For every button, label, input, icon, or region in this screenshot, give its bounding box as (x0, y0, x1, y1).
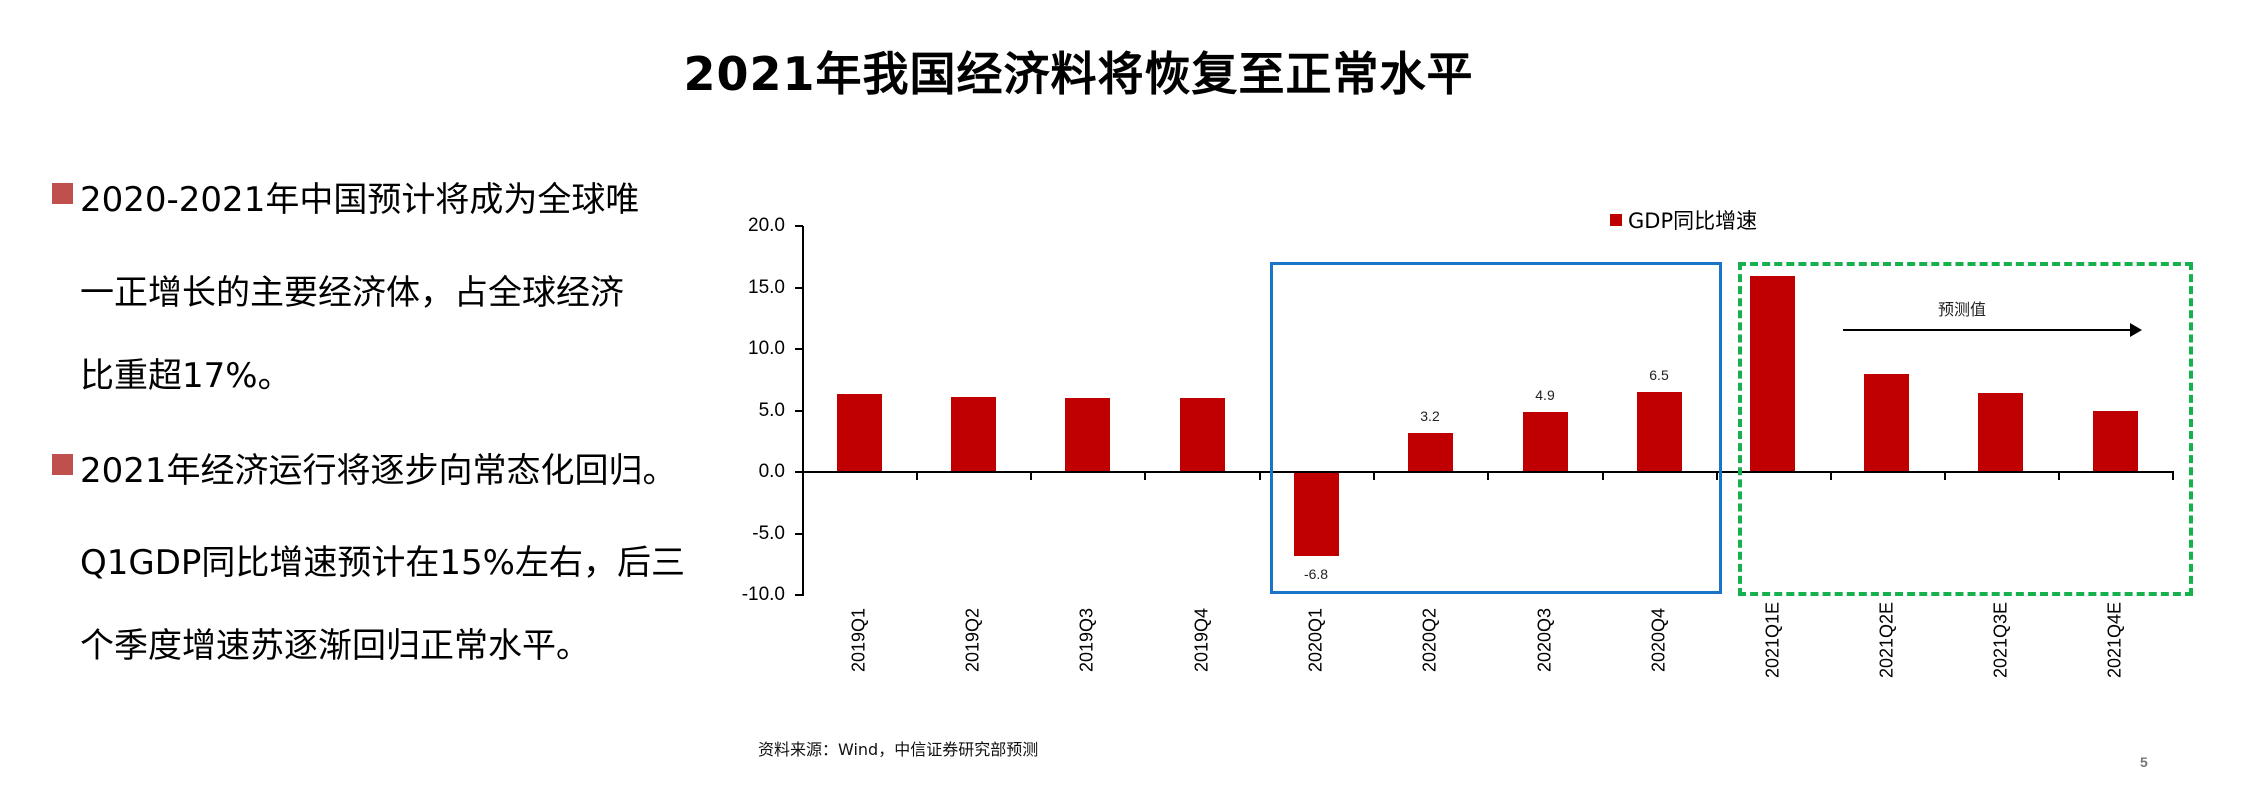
bullet-text: 2020-2021年中国预计将成为全球唯 (80, 180, 640, 220)
bar-2019Q1 (837, 394, 882, 472)
x-tick-label: 2020Q3 (1534, 607, 1555, 673)
bullet-text: 个季度增速苏逐渐回归正常水平。 (80, 626, 590, 666)
x-tick (1716, 471, 1718, 480)
data-label: -6.8 (1303, 566, 1329, 582)
forecast-arrow-line (1843, 329, 2131, 331)
bullet-marker (52, 454, 73, 475)
y-tick (795, 225, 803, 227)
data-source-note: 资料来源：Wind，中信证券研究部预测 (758, 740, 1039, 759)
bar-2019Q4 (1180, 398, 1225, 472)
x-tick-label: 2020Q1 (1305, 607, 1326, 673)
x-tick (2172, 471, 2174, 480)
y-tick (795, 287, 803, 289)
y-tick (795, 410, 803, 412)
y-tick-label: 0.0 (758, 461, 785, 482)
bar-2020Q1 (1294, 472, 1339, 556)
legend-label: GDP同比增速 (1628, 209, 1758, 233)
y-tick-label: 15.0 (748, 277, 785, 298)
page-number: 5 (2140, 754, 2148, 770)
y-tick-label: 10.0 (748, 338, 785, 359)
actual-2020-highlight-box (1270, 262, 1722, 594)
bar-2021Q2E (1864, 374, 1909, 472)
forecast-highlight-box (1738, 262, 2193, 596)
y-tick-label: 20.0 (748, 215, 785, 236)
x-tick (1259, 471, 1261, 480)
y-tick-label: -5.0 (752, 523, 785, 544)
x-tick (1487, 471, 1489, 480)
chart-legend: GDP同比增速 (1610, 205, 1757, 235)
y-tick-label: -10.0 (741, 584, 785, 605)
y-tick (795, 348, 803, 350)
slide-title: 2021年我国经济料将恢复至正常水平 (683, 47, 1474, 101)
bullet-text: 2021年经济运行将逐步向常态化回归。 (80, 451, 677, 491)
x-tick-label: 2019Q2 (962, 607, 983, 673)
data-label: 3.2 (1420, 408, 1440, 424)
x-tick-label: 2020Q2 (1419, 607, 1440, 673)
x-tick (1602, 471, 1604, 480)
bar-2021Q4E (2093, 411, 2138, 472)
x-tick-label: 2019Q3 (1076, 607, 1097, 673)
bar-2020Q3 (1523, 412, 1568, 472)
x-tick (1144, 471, 1146, 480)
x-tick (1373, 471, 1375, 480)
x-tick-label: 2020Q4 (1648, 607, 1669, 673)
x-tick-label: 2019Q4 (1191, 607, 1212, 673)
data-label: 4.9 (1535, 387, 1555, 403)
y-axis (802, 226, 804, 596)
x-tick (916, 471, 918, 480)
legend-swatch (1610, 214, 1622, 226)
bullet-text: 一正增长的主要经济体，占全球经济 (80, 273, 624, 313)
bullet-marker (52, 183, 73, 204)
bar-2019Q3 (1065, 398, 1110, 472)
bar-2020Q4 (1637, 392, 1682, 472)
forecast-arrow-label: 预测值 (1938, 300, 1987, 319)
x-tick (1830, 471, 1832, 480)
bar-2021Q3E (1978, 393, 2023, 472)
y-tick (795, 533, 803, 535)
x-tick-label: 2021Q4E (2104, 601, 2125, 679)
x-tick-label: 2021Q3E (1990, 601, 2011, 679)
x-tick-label: 2021Q2E (1876, 601, 1897, 679)
data-label: 6.5 (1649, 367, 1669, 383)
bar-2021Q1E (1750, 276, 1795, 472)
bar-2020Q2 (1408, 433, 1453, 472)
x-tick-label: 2021Q1E (1762, 601, 1783, 679)
bar-2019Q2 (951, 397, 996, 472)
bullet-text: 比重超17%。 (80, 356, 292, 396)
x-tick-label: 2019Q1 (848, 607, 869, 673)
y-tick-label: 5.0 (758, 400, 785, 421)
y-tick (795, 594, 803, 596)
arrow-right-icon (2130, 323, 2142, 337)
bullet-text: Q1GDP同比增速预计在15%左右，后三 (80, 543, 685, 583)
y-tick (795, 471, 803, 473)
x-tick (1944, 471, 1946, 480)
x-tick (2058, 471, 2060, 480)
x-tick (1030, 471, 1032, 480)
